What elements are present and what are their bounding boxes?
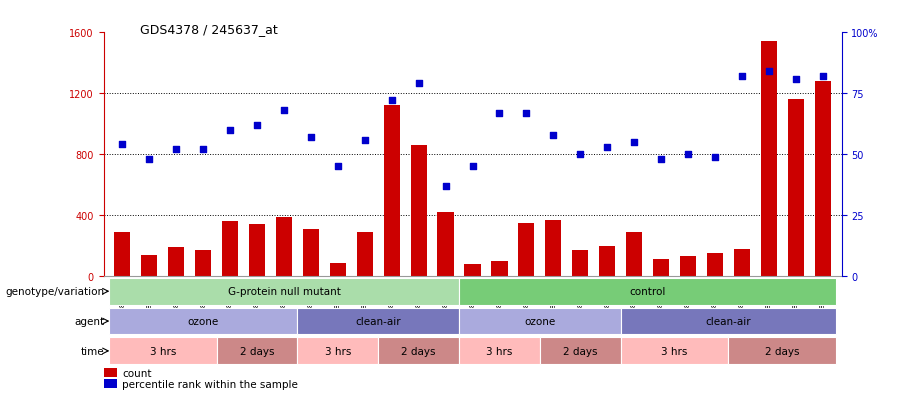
Text: time: time xyxy=(80,346,104,356)
Point xyxy=(492,110,507,117)
Bar xyxy=(104,379,117,388)
Bar xyxy=(356,233,373,277)
Bar xyxy=(621,338,728,364)
Point xyxy=(115,142,130,148)
Bar xyxy=(734,249,750,277)
Bar xyxy=(540,338,621,364)
Point xyxy=(384,98,399,104)
Bar xyxy=(217,338,297,364)
Point xyxy=(438,183,453,190)
Text: 3 hrs: 3 hrs xyxy=(662,346,688,356)
Bar xyxy=(114,233,130,277)
Bar xyxy=(378,338,459,364)
Point xyxy=(330,164,345,170)
Point xyxy=(546,132,561,139)
Text: clean-air: clean-air xyxy=(356,316,401,326)
Point xyxy=(627,139,642,146)
Text: agent: agent xyxy=(74,316,104,326)
Bar xyxy=(109,308,297,335)
Text: percentile rank within the sample: percentile rank within the sample xyxy=(122,379,298,389)
Point xyxy=(707,154,722,161)
Point xyxy=(411,81,426,88)
Bar xyxy=(728,338,836,364)
Bar xyxy=(491,261,508,277)
Bar xyxy=(297,338,378,364)
Bar xyxy=(383,106,400,277)
Point xyxy=(680,152,695,158)
Text: 2 days: 2 days xyxy=(563,346,598,356)
Text: 2 days: 2 days xyxy=(401,346,436,356)
Text: count: count xyxy=(122,368,151,378)
Bar xyxy=(249,225,266,277)
Text: 2 days: 2 days xyxy=(239,346,274,356)
Bar xyxy=(621,308,836,335)
Bar xyxy=(760,42,777,277)
Point xyxy=(357,137,372,143)
Point xyxy=(761,69,776,75)
Bar xyxy=(104,368,117,377)
Text: genotype/variation: genotype/variation xyxy=(4,287,104,297)
Bar xyxy=(297,308,459,335)
Point xyxy=(169,147,184,153)
Bar xyxy=(410,146,427,277)
Point xyxy=(277,108,292,114)
Bar xyxy=(814,82,831,277)
Bar xyxy=(680,257,696,277)
Bar xyxy=(109,338,217,364)
Bar xyxy=(437,213,454,277)
Bar xyxy=(706,254,723,277)
Bar xyxy=(599,246,616,277)
Bar xyxy=(459,308,621,335)
Bar xyxy=(518,223,535,277)
Point xyxy=(653,157,668,163)
Point xyxy=(465,164,480,170)
Point xyxy=(573,152,588,158)
Text: 3 hrs: 3 hrs xyxy=(325,346,351,356)
Bar xyxy=(168,248,184,277)
Point xyxy=(142,157,157,163)
Point xyxy=(196,147,211,153)
Bar xyxy=(464,264,481,277)
Bar xyxy=(572,250,589,277)
Point xyxy=(788,76,803,83)
Point xyxy=(303,135,318,141)
Bar xyxy=(653,260,669,277)
Point xyxy=(223,127,238,134)
Point xyxy=(250,122,265,129)
Bar xyxy=(141,255,158,277)
Point xyxy=(815,74,830,80)
Bar xyxy=(276,217,292,277)
Text: 3 hrs: 3 hrs xyxy=(149,346,176,356)
Bar xyxy=(459,338,540,364)
Point xyxy=(734,74,749,80)
Text: 2 days: 2 days xyxy=(765,346,799,356)
Point xyxy=(519,110,534,117)
Text: GDS4378 / 245637_at: GDS4378 / 245637_at xyxy=(140,23,277,36)
Text: G-protein null mutant: G-protein null mutant xyxy=(228,287,340,297)
Bar xyxy=(545,220,562,277)
Bar xyxy=(788,100,804,277)
Text: ozone: ozone xyxy=(524,316,555,326)
Text: control: control xyxy=(629,287,666,297)
Bar xyxy=(459,278,836,305)
Bar xyxy=(109,278,459,305)
Text: 3 hrs: 3 hrs xyxy=(486,346,513,356)
Text: clean-air: clean-air xyxy=(706,316,752,326)
Bar xyxy=(195,251,212,277)
Text: ozone: ozone xyxy=(187,316,219,326)
Bar xyxy=(222,222,239,277)
Bar xyxy=(329,263,346,277)
Bar xyxy=(626,233,643,277)
Bar xyxy=(302,230,319,277)
Point xyxy=(600,144,615,151)
